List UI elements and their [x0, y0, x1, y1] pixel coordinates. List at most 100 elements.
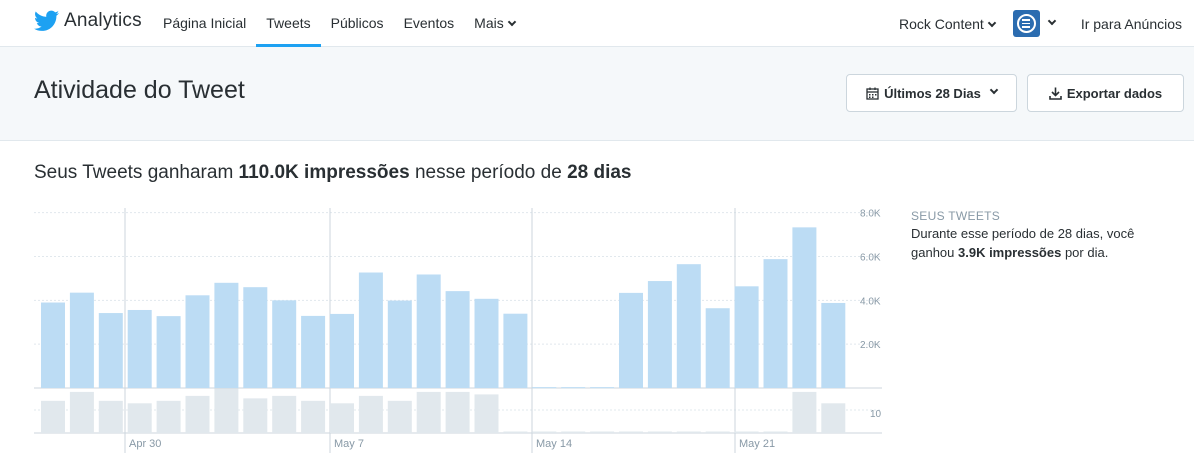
- impressions-bar: [445, 291, 470, 388]
- tweets-bar: [387, 400, 412, 433]
- summary-period: 28 dias: [567, 162, 632, 183]
- impressions-chart: 2.0K 4.0K 6.0K 8.0K 10 Apr 30 May 7 May 14 May 2…: [34, 208, 882, 453]
- nav-label: Página Inicial: [163, 15, 247, 31]
- tweets-bar: [821, 403, 846, 433]
- chevron-down-icon: [989, 85, 999, 95]
- sidebar-highlight: 3.9K impressões: [958, 245, 1062, 260]
- x-tick-label: May 21: [739, 438, 775, 450]
- twitter-bird-icon: [34, 10, 59, 31]
- tweets-bar: [330, 403, 354, 433]
- impressions-bar: [156, 316, 181, 388]
- impressions-bar: [619, 292, 643, 388]
- nav-events[interactable]: Eventos: [394, 0, 465, 47]
- tweets-bar: [41, 400, 65, 433]
- impressions-bar: [532, 387, 557, 389]
- tweets-bar: [590, 431, 615, 433]
- x-tick-label: Apr 30: [129, 438, 161, 450]
- tweets-bar: [272, 395, 297, 433]
- tweets-bar: [792, 391, 817, 433]
- impressions-bar: [416, 274, 441, 388]
- impressions-bar: [503, 313, 528, 388]
- tweets-bar: [532, 431, 557, 433]
- impressions-bar: [301, 315, 326, 388]
- impressions-bar: [734, 286, 759, 388]
- date-range-label: Últimos 28 Dias: [884, 85, 981, 101]
- impressions-bar: [676, 264, 701, 388]
- tweets-bar: [763, 431, 788, 433]
- impressions-bar: [561, 387, 586, 389]
- tweets-bar: [705, 431, 730, 433]
- date-range-button[interactable]: Últimos 28 Dias: [846, 74, 1017, 112]
- account-switcher[interactable]: Rock Content: [899, 15, 997, 32]
- page-header: Atividade do Tweet Últimos 28 Dias Expor…: [0, 47, 1194, 141]
- impressions-bar: [387, 300, 412, 388]
- tweets-bar: [185, 395, 210, 433]
- tweets-bar: [474, 394, 499, 433]
- impressions-bar: [474, 298, 499, 388]
- impressions-bar: [763, 259, 788, 388]
- x-tick-label: May 14: [536, 438, 572, 450]
- profile-logo-icon: [1016, 14, 1036, 33]
- tweets-bar: [416, 391, 441, 433]
- impressions-bar: [127, 309, 152, 388]
- impressions-bar: [41, 302, 65, 388]
- tweets-bar: [676, 431, 701, 433]
- tweets-bar: [69, 391, 94, 433]
- sidebar-text-suffix: por dia.: [1061, 245, 1109, 260]
- nav-tweets[interactable]: Tweets: [256, 0, 322, 47]
- y-tick-label: 8.0K: [860, 209, 881, 220]
- tweets-bar: [734, 431, 759, 433]
- tweets-bar: [127, 403, 152, 433]
- impressions-bar: [792, 227, 817, 388]
- nav-more[interactable]: Mais: [464, 0, 525, 47]
- tweets-bar: [301, 400, 326, 433]
- tweets-bar: [647, 431, 672, 433]
- tweets-bar: [358, 395, 383, 433]
- sidebar-text: Durante esse período de 28 dias, você ga…: [911, 224, 1181, 262]
- summary-impressions: 110.0K impressões: [238, 162, 410, 183]
- impressions-bar: [214, 282, 239, 388]
- y-tick-label: 4.0K: [860, 296, 881, 307]
- avatar: [1012, 10, 1040, 37]
- y-tick-label: 2.0K: [860, 340, 881, 351]
- tweets-sidebar: SEUS TWEETS Durante esse período de 28 d…: [911, 209, 1181, 262]
- y-tick-label: 6.0K: [860, 253, 881, 264]
- impressions-bar: [330, 313, 354, 388]
- tweets-bar: [156, 400, 181, 433]
- tweets-bar: [561, 431, 586, 433]
- impressions-bar: [185, 295, 210, 388]
- account-nav: Rock Content Ir para Anúncios: [899, 0, 1194, 47]
- nav-label: Mais: [474, 15, 504, 31]
- analytics-home-link[interactable]: Analytics: [34, 10, 142, 32]
- chevron-down-icon: [507, 17, 516, 27]
- impressions-bar: [272, 300, 297, 388]
- top-navigation-bar: Analytics Página Inicial Tweets Públicos Ev…: [0, 0, 1194, 47]
- export-data-button[interactable]: Exportar dados: [1027, 74, 1184, 112]
- nav-home[interactable]: Página Inicial: [153, 0, 256, 47]
- tweets-bar: [445, 391, 470, 433]
- main-nav: Página Inicial Tweets Públicos Eventos Mais: [153, 0, 525, 47]
- impressions-bar: [358, 272, 383, 388]
- account-name: Rock Content: [899, 15, 984, 32]
- tweets-bar: [243, 398, 268, 433]
- tweets-bar: [214, 388, 239, 433]
- export-data-label: Exportar dados: [1066, 85, 1163, 101]
- nav-label: Eventos: [403, 15, 455, 31]
- tweets-bar: [98, 400, 123, 433]
- ads-link[interactable]: Ir para Anúncios: [1080, 15, 1182, 32]
- nav-label: Tweets: [266, 15, 311, 31]
- impressions-bar: [647, 281, 672, 388]
- nav-audiences[interactable]: Públicos: [321, 0, 394, 47]
- chevron-down-icon: [1047, 16, 1057, 25]
- impressions-bar: [243, 287, 268, 388]
- tweets-bar: [503, 431, 528, 433]
- summary-middle: nesse período de: [409, 162, 568, 183]
- page-title: Atividade do Tweet: [34, 76, 245, 104]
- sidebar-label: SEUS TWEETS: [911, 209, 1001, 223]
- chevron-down-icon: [987, 18, 997, 27]
- profile-menu[interactable]: [1012, 10, 1057, 37]
- download-icon: [1049, 87, 1062, 100]
- nav-label: Públicos: [330, 15, 384, 31]
- impressions-bar: [69, 292, 94, 388]
- impressions-bar: [590, 387, 615, 389]
